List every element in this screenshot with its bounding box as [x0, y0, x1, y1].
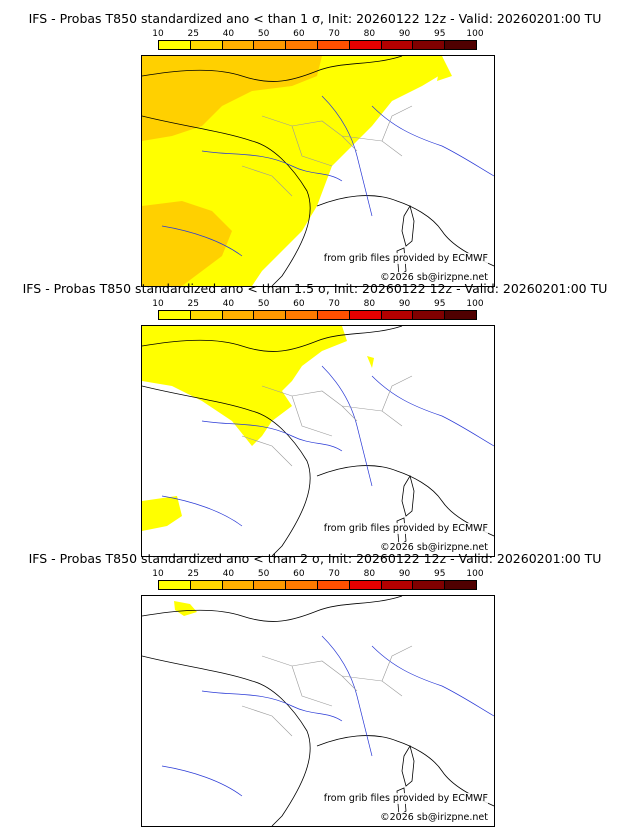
- copyright: ©2026 sb@irizpne.net: [380, 272, 488, 283]
- legend-tick-label: 90: [398, 29, 411, 39]
- legend-swatch: [286, 41, 318, 49]
- map-graphic: [142, 596, 494, 826]
- legend-tick-label: 25: [187, 569, 199, 579]
- legend-tick-label: 40: [222, 569, 235, 579]
- legend-swatch: [381, 311, 414, 319]
- legend-bar: [158, 40, 477, 50]
- legend-swatch: [222, 41, 255, 49]
- legend-swatch: [445, 581, 476, 589]
- legend-swatch: [413, 311, 446, 319]
- legend-tick-label: 90: [398, 569, 411, 579]
- legend-tick-label: 50: [257, 299, 270, 309]
- color-legend: 10 25 40 50 60 70 80 90 95 100: [152, 299, 484, 321]
- legend-swatch: [222, 311, 255, 319]
- panel-title: IFS - Probas T850 standardized ano < tha…: [28, 551, 602, 566]
- legend-tick-label: 95: [434, 569, 446, 579]
- legend-bar: [158, 580, 477, 590]
- legend-swatch: [190, 311, 223, 319]
- legend-swatch: [317, 311, 350, 319]
- legend-swatch: [254, 41, 287, 49]
- color-legend: 10 25 40 50 60 70 80 90 95 100: [152, 569, 484, 591]
- map-graphic: [142, 56, 494, 286]
- legend-swatch: [317, 41, 350, 49]
- legend-tick-label: 100: [466, 29, 484, 39]
- legend-tick-label: 60: [293, 299, 305, 309]
- panel-title: IFS - Probas T850 standardized ano < tha…: [22, 281, 608, 296]
- legend-swatch: [159, 581, 191, 589]
- probability-map: from grib files provided by ECMWF ©2026 …: [141, 595, 495, 827]
- legend-swatch: [190, 41, 223, 49]
- legend-tick-label: 70: [328, 299, 340, 309]
- legend-tick-label: 60: [293, 29, 305, 39]
- legend-swatch: [445, 311, 476, 319]
- legend-tick-label: 80: [363, 299, 376, 309]
- legend-swatch: [349, 581, 382, 589]
- legend-ticks: 10 25 40 50 60 70 80 90 95 100: [152, 569, 483, 579]
- legend-swatch: [190, 581, 223, 589]
- legend-swatch: [381, 41, 414, 49]
- legend-tick-label: 10: [152, 569, 164, 579]
- legend-tick-label: 100: [466, 299, 484, 309]
- legend-ticks: 10 25 40 50 60 70 80 90 95 100: [152, 299, 483, 309]
- legend-tick-label: 60: [293, 569, 305, 579]
- data-credit: from grib files provided by ECMWF: [323, 793, 488, 804]
- legend-swatch: [349, 311, 382, 319]
- legend-bar: [158, 310, 477, 320]
- panel-title: IFS - Probas T850 standardized ano < tha…: [28, 11, 602, 26]
- legend-swatch: [445, 41, 476, 49]
- legend-tick-label: 95: [434, 29, 446, 39]
- legend-tick-label: 80: [363, 29, 376, 39]
- legend-tick-label: 10: [152, 29, 164, 39]
- legend-swatch: [317, 581, 350, 589]
- data-credit: from grib files provided by ECMWF: [323, 523, 488, 534]
- legend-swatch: [159, 41, 191, 49]
- legend-tick-label: 90: [398, 299, 411, 309]
- legend-swatch: [349, 41, 382, 49]
- legend-tick-label: 50: [257, 569, 270, 579]
- data-credit: from grib files provided by ECMWF: [323, 253, 488, 264]
- map-panel-1: IFS - Probas T850 standardized ano < tha…: [0, 8, 630, 287]
- legend-tick-label: 100: [466, 569, 484, 579]
- legend-tick-label: 25: [187, 29, 199, 39]
- legend-ticks: 10 25 40 50 60 70 80 90 95 100: [152, 29, 483, 39]
- legend-swatch: [286, 581, 318, 589]
- legend-tick-label: 10: [152, 299, 164, 309]
- legend-swatch: [413, 581, 446, 589]
- legend-swatch: [254, 581, 287, 589]
- probability-map: from grib files provided by ECMWF ©2026 …: [141, 55, 495, 287]
- legend-swatch: [413, 41, 446, 49]
- probability-map: from grib files provided by ECMWF ©2026 …: [141, 325, 495, 557]
- legend-tick-label: 95: [434, 299, 446, 309]
- legend-swatch: [222, 581, 255, 589]
- legend-tick-label: 50: [257, 29, 270, 39]
- legend-tick-label: 70: [328, 29, 340, 39]
- legend-tick-label: 25: [187, 299, 199, 309]
- legend-tick-label: 40: [222, 299, 235, 309]
- legend-swatch: [254, 311, 287, 319]
- map-panel-3: IFS - Probas T850 standardized ano < tha…: [0, 548, 630, 827]
- map-panel-2: IFS - Probas T850 standardized ano < tha…: [0, 278, 630, 557]
- legend-tick-label: 40: [222, 29, 235, 39]
- legend-tick-label: 70: [328, 569, 340, 579]
- legend-swatch: [159, 311, 191, 319]
- map-graphic: [142, 326, 494, 556]
- color-legend: 10 25 40 50 60 70 80 90 95 100: [152, 29, 484, 51]
- legend-swatch: [286, 311, 318, 319]
- legend-swatch: [381, 581, 414, 589]
- copyright: ©2026 sb@irizpne.net: [380, 812, 488, 823]
- legend-tick-label: 80: [363, 569, 376, 579]
- copyright: ©2026 sb@irizpne.net: [380, 542, 488, 553]
